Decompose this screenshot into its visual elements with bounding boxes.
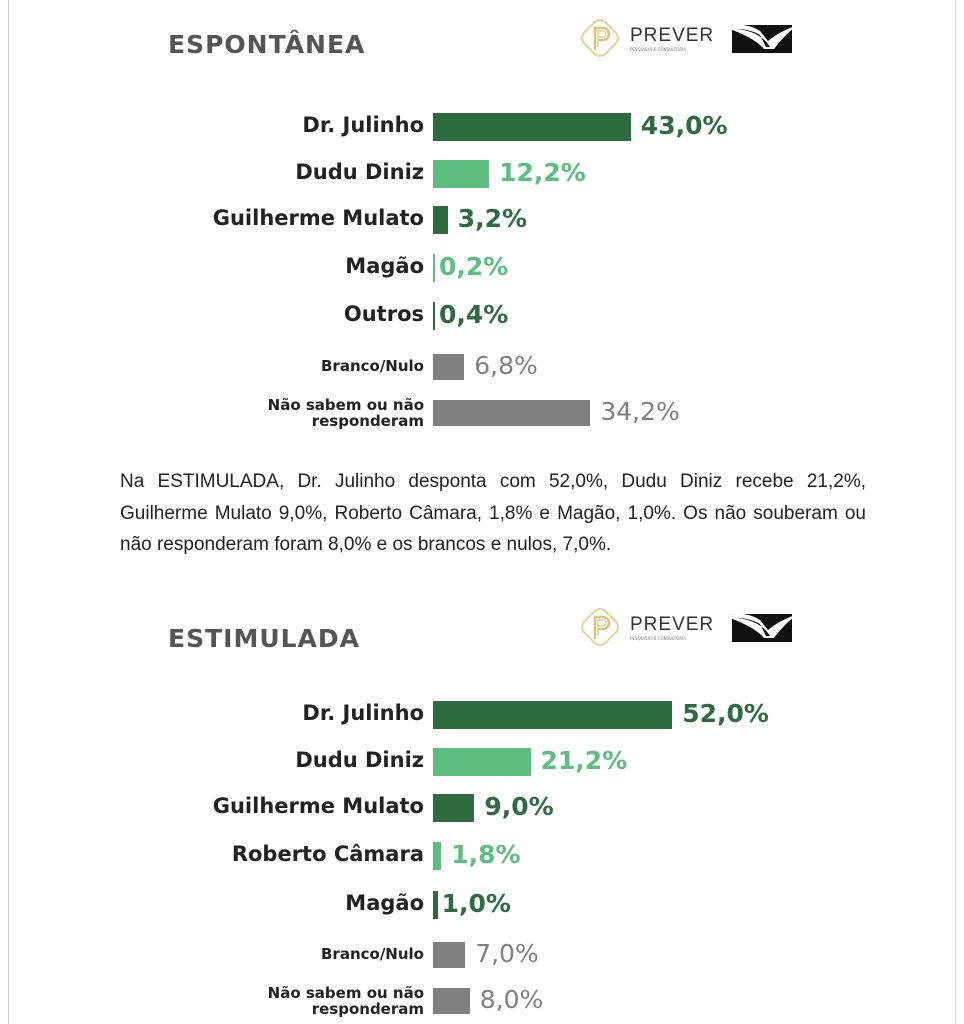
bar-category-label: Branco/Nulo bbox=[321, 357, 424, 375]
bar-category-label: Magão bbox=[345, 891, 424, 915]
bar-value-label: 6,8% bbox=[474, 351, 538, 380]
bar bbox=[433, 206, 448, 234]
bar-category-label: Dudu Diniz bbox=[295, 748, 424, 772]
bar bbox=[433, 400, 591, 426]
bird-logo-icon bbox=[724, 613, 799, 642]
bar-category-label: Dr. Julinho bbox=[302, 113, 424, 137]
bar-value-label: 0,4% bbox=[439, 300, 509, 329]
bar-value-label: 9,0% bbox=[484, 792, 554, 821]
bar-value-label: 12,2% bbox=[499, 158, 586, 187]
bar bbox=[433, 113, 631, 141]
page-border-right bbox=[955, 0, 956, 1024]
bar-category-label: Branco/Nulo bbox=[321, 945, 424, 963]
bar-category-label: Guilherme Mulato bbox=[212, 206, 424, 230]
bar bbox=[433, 891, 438, 919]
prever-p-icon bbox=[581, 608, 619, 646]
chart-title: ESTIMULADA bbox=[168, 624, 360, 653]
bar bbox=[433, 842, 442, 870]
bar bbox=[433, 942, 466, 968]
bar-category-label: Não sabem ou não responderam bbox=[267, 396, 424, 430]
bar-value-label: 43,0% bbox=[640, 111, 728, 140]
bar-value-label: 8,0% bbox=[479, 985, 544, 1014]
bar-value-label: 1,8% bbox=[451, 840, 521, 869]
bar bbox=[433, 354, 465, 380]
bar-value-label: 0,2% bbox=[439, 252, 509, 281]
bar-value-label: 3,2% bbox=[457, 204, 528, 233]
chart-title: ESPONTÂNEA bbox=[168, 30, 366, 59]
prever-logo: PREVER PESQUISAS E CONSULTORIA bbox=[576, 603, 799, 651]
logo-subtitle: PESQUISAS E CONSULTORIA bbox=[630, 635, 687, 641]
logo-name: PREVER bbox=[630, 24, 715, 46]
bar-category-label: Dr. Julinho bbox=[302, 701, 424, 725]
bar bbox=[433, 748, 531, 776]
logo-name: PREVER bbox=[630, 613, 715, 635]
bar-value-label: 7,0% bbox=[475, 939, 539, 968]
bar bbox=[433, 160, 490, 188]
bar-category-label: Não sabem ou não responderam bbox=[267, 984, 424, 1018]
bar-category-label: Magão bbox=[345, 254, 424, 278]
bar-category-label: Dudu Diniz bbox=[295, 160, 424, 184]
page-border-left bbox=[8, 0, 9, 1024]
bar-category-label: Guilherme Mulato bbox=[212, 794, 424, 818]
bar-category-label: Outros bbox=[343, 302, 424, 326]
bar-value-label: 52,0% bbox=[682, 699, 769, 728]
summary-paragraph: Na ESTIMULADA, Dr. Julinho desponta com … bbox=[120, 471, 866, 555]
bar-category-label: Roberto Câmara bbox=[231, 842, 424, 866]
bar bbox=[433, 302, 435, 330]
bar bbox=[433, 794, 475, 822]
bar-value-label: 21,2% bbox=[540, 746, 628, 775]
prever-p-icon bbox=[581, 19, 619, 57]
prever-logo: PREVER PESQUISAS E CONSULTORIA bbox=[576, 14, 799, 62]
bar bbox=[433, 988, 470, 1014]
bar-value-label: 1,0% bbox=[441, 889, 511, 918]
logo-subtitle: PESQUISAS E CONSULTORIA bbox=[630, 46, 687, 52]
bird-logo-icon bbox=[724, 24, 799, 53]
bar-value-label: 34,2% bbox=[600, 397, 680, 426]
bar bbox=[433, 254, 435, 282]
bar bbox=[433, 701, 673, 729]
